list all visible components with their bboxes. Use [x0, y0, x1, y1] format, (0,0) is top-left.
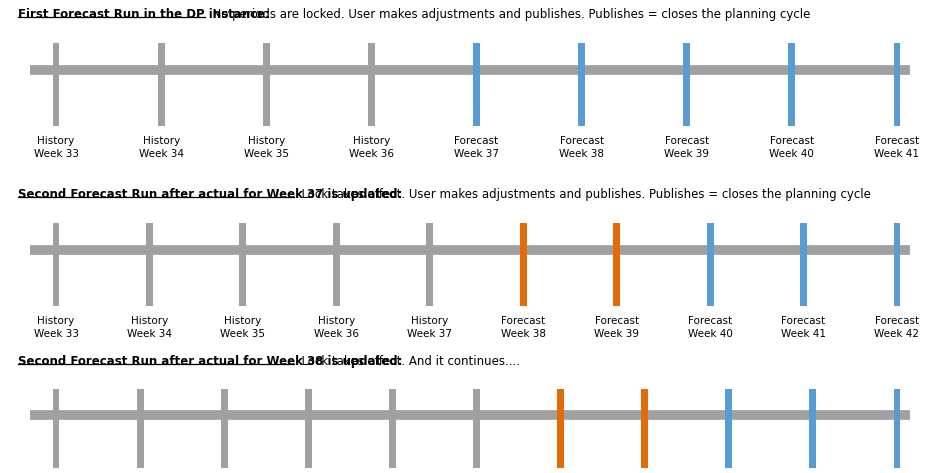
Bar	[52, 223, 60, 306]
Bar	[368, 43, 374, 126]
Bar	[683, 43, 690, 126]
Bar	[263, 43, 270, 126]
Text: Forecast
Week 39: Forecast Week 39	[594, 316, 639, 339]
Bar	[221, 389, 227, 468]
Text: History
Week 34: History Week 34	[139, 136, 183, 159]
Bar	[473, 43, 480, 126]
Bar	[157, 43, 165, 126]
Bar	[894, 223, 900, 306]
Text: Forecast
Week 42: Forecast Week 42	[874, 316, 919, 339]
Bar	[52, 43, 60, 126]
Text: Lock takes effect. And it continues....: Lock takes effect. And it continues....	[294, 355, 520, 368]
Bar	[894, 389, 900, 468]
Text: Forecast
Week 40: Forecast Week 40	[688, 316, 733, 339]
Bar	[519, 223, 527, 306]
Text: History
Week 34: History Week 34	[127, 316, 172, 339]
Text: History
Week 36: History Week 36	[349, 136, 394, 159]
Text: Forecast
Week 37: Forecast Week 37	[454, 136, 499, 159]
Bar	[800, 223, 807, 306]
Text: Second Forecast Run after actual for Week 37 is updated:: Second Forecast Run after actual for Wee…	[18, 188, 402, 201]
Text: History
Week 36: History Week 36	[314, 316, 358, 339]
Text: History
Week 35: History Week 35	[243, 136, 289, 159]
Bar	[137, 389, 143, 468]
Text: First Forecast Run in the DP instance:: First Forecast Run in the DP instance:	[18, 8, 270, 21]
Bar	[52, 389, 60, 468]
Bar	[389, 389, 396, 468]
Text: No periods are locked. User makes adjustments and publishes. Publishes = closes : No periods are locked. User makes adjust…	[205, 8, 811, 21]
Bar	[333, 223, 340, 306]
Bar	[707, 223, 713, 306]
Text: Second Forecast Run after actual for Week 38 is updated:: Second Forecast Run after actual for Wee…	[18, 355, 402, 368]
Text: History
Week 37: History Week 37	[407, 316, 452, 339]
Text: History
Week 33: History Week 33	[34, 136, 79, 159]
Text: Forecast
Week 41: Forecast Week 41	[874, 136, 919, 159]
Bar	[613, 223, 621, 306]
Text: Lock takes effect. User makes adjustments and publishes. Publishes = closes the : Lock takes effect. User makes adjustment…	[294, 188, 871, 201]
Text: Forecast
Week 40: Forecast Week 40	[769, 136, 814, 159]
Bar	[788, 43, 796, 126]
Bar	[426, 223, 433, 306]
Bar	[810, 389, 816, 468]
Bar	[641, 389, 648, 468]
Text: Forecast
Week 41: Forecast Week 41	[781, 316, 826, 339]
Bar	[557, 389, 564, 468]
Bar	[473, 389, 480, 468]
Text: Forecast
Week 38: Forecast Week 38	[501, 316, 546, 339]
Text: History
Week 35: History Week 35	[220, 316, 266, 339]
Bar	[240, 223, 246, 306]
Text: Forecast
Week 38: Forecast Week 38	[559, 136, 604, 159]
Text: Forecast
Week 39: Forecast Week 39	[665, 136, 709, 159]
Bar	[578, 43, 585, 126]
Bar	[894, 43, 900, 126]
Text: History
Week 33: History Week 33	[34, 316, 79, 339]
Bar	[725, 389, 732, 468]
Bar	[305, 389, 312, 468]
Bar	[146, 223, 153, 306]
